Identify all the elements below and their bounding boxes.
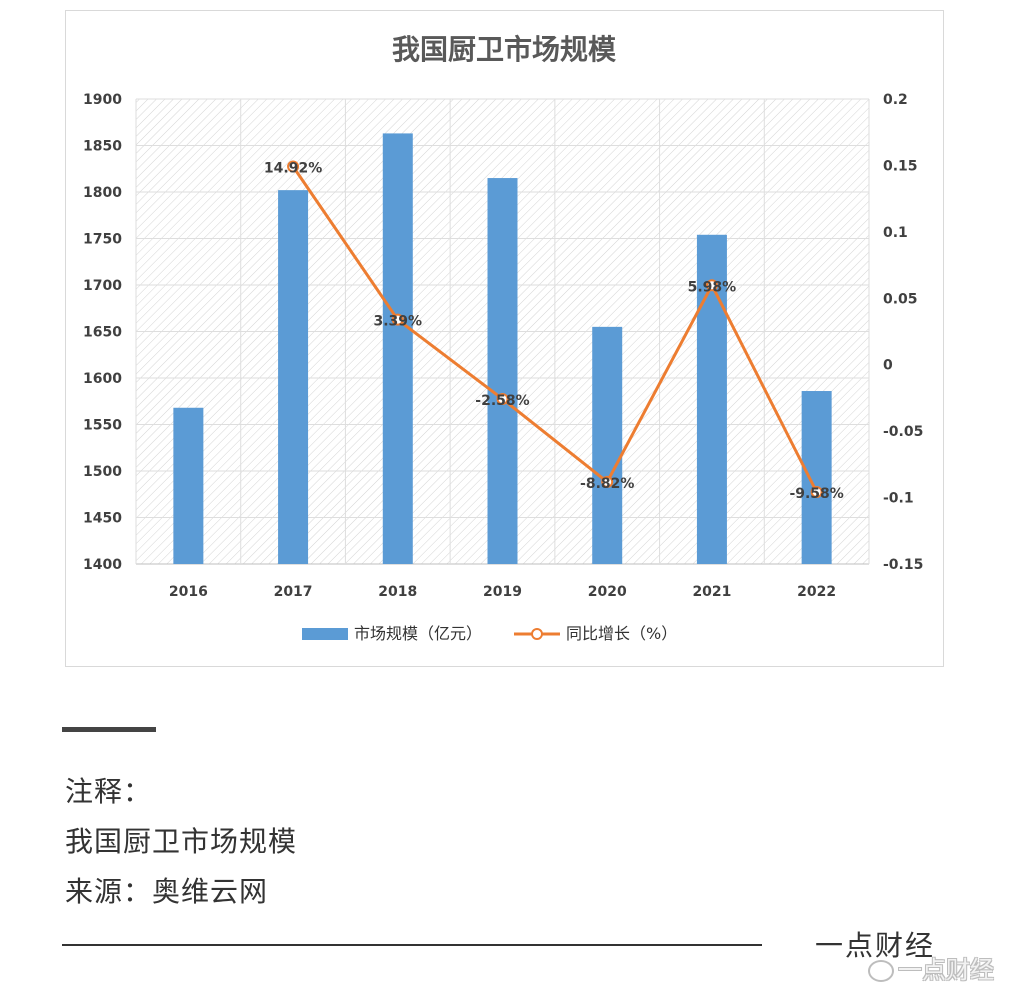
watermark: 一点财经 [868, 950, 994, 985]
x-tick-label-2016: 2016 [169, 584, 208, 600]
data-label-2021: 5.98% [688, 279, 737, 295]
legend: 市场规模（亿元） 同比增长（%） [302, 624, 677, 643]
data-label-2018: 3.39% [373, 314, 422, 330]
x-tick-label-2019: 2019 [483, 584, 522, 600]
data-label-2019: -2.58% [475, 393, 529, 409]
divider-long [62, 944, 762, 946]
x-tick-label-2018: 2018 [378, 584, 417, 600]
bar-2019 [487, 178, 518, 565]
line-series [287, 160, 823, 498]
bar-series [173, 133, 832, 565]
right-tick-label: -0.05 [883, 424, 923, 440]
notes-source: 来源：奥维云网 [65, 875, 269, 908]
left-tick-label: 1800 [83, 185, 122, 201]
left-tick-label: 1500 [83, 464, 122, 480]
x-tick-label-2022: 2022 [797, 584, 836, 600]
divider-short [62, 727, 156, 732]
right-tick-label: -0.1 [883, 491, 914, 507]
chart-svg: 我国厨卫市场规模 14.92% 3.39% -2.58% -8.82% 5.98% -9.… [83, 33, 923, 643]
data-labels: 14.92% 3.39% -2.58% -8.82% 5.98% -9.58% [264, 160, 844, 502]
legend-bar-swatch [302, 628, 348, 640]
legend-line-label: 同比增长（%） [566, 624, 677, 643]
x-tick-label-2017: 2017 [274, 584, 313, 600]
weibo-icon [868, 960, 894, 982]
growth-marker-2019 [496, 392, 509, 405]
growth-marker-2020 [601, 475, 614, 488]
notes-description: 我国厨卫市场规模 [65, 825, 298, 858]
growth-marker-2022 [810, 485, 823, 498]
left-tick-label: 1400 [83, 557, 122, 573]
bar-2018 [382, 133, 413, 564]
x-tick-label-2020: 2020 [588, 584, 627, 600]
left-tick-label: 1550 [83, 418, 122, 434]
grid-lines [135, 98, 870, 565]
right-tick-label: 0.15 [883, 158, 918, 174]
data-label-2022: -9.58% [789, 486, 843, 502]
brand-name: 一点财经 [815, 929, 936, 962]
left-tick-label: 1700 [83, 278, 122, 294]
right-tick-label: 0.1 [883, 225, 908, 241]
data-label-2020: -8.82% [580, 476, 634, 492]
left-tick-label: 1600 [83, 371, 122, 387]
watermark-text: 一点财经 [898, 956, 994, 984]
left-tick-label: 1850 [83, 139, 122, 155]
bar-2016 [173, 407, 204, 564]
left-tick-label: 1750 [83, 232, 122, 248]
bar-2022 [801, 391, 832, 564]
right-axis: -0.15 -0.1 -0.05 0 0.05 0.1 0.15 0.2 [883, 92, 923, 573]
bar-2017 [278, 190, 309, 564]
x-axis: 2016 2017 2018 2019 2020 2021 2022 [169, 584, 836, 600]
legend-line-marker [531, 628, 543, 640]
right-tick-label: 0.2 [883, 92, 908, 108]
left-axis: 1400 1450 1500 1550 1600 1650 1700 1750 1800 1850… [83, 92, 122, 573]
growth-marker-2018 [391, 313, 404, 326]
left-tick-label: 1900 [83, 92, 122, 108]
chart-container: 我国厨卫市场规模 14.92% 3.39% -2.58% -8.82% 5.98% -9.… [65, 10, 944, 667]
right-tick-label: 0 [883, 358, 893, 374]
growth-line [291, 165, 818, 493]
legend-bar-label: 市场规模（亿元） [354, 624, 482, 643]
right-tick-label: -0.15 [883, 557, 923, 573]
growth-marker-2017 [287, 160, 300, 173]
x-tick-label-2021: 2021 [692, 584, 731, 600]
notes-heading: 注释： [65, 775, 153, 808]
data-label-2017: 14.92% [264, 160, 322, 176]
left-tick-label: 1650 [83, 325, 122, 341]
bar-2020 [592, 326, 623, 564]
left-tick-label: 1450 [83, 511, 122, 527]
growth-marker-2021 [705, 279, 718, 292]
chart-title: 我国厨卫市场规模 [392, 33, 617, 66]
right-tick-label: 0.05 [883, 291, 918, 307]
